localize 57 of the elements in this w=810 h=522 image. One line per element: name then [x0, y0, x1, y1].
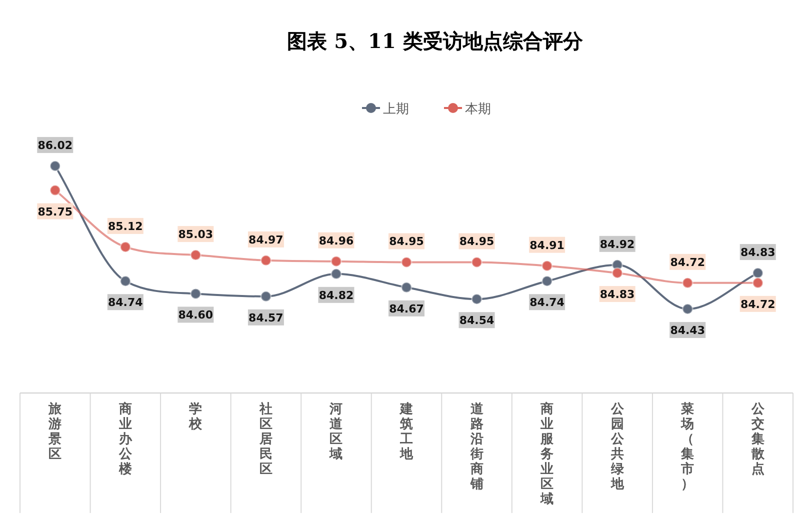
data-label: 84.95: [459, 235, 494, 248]
x-tick-label: 学校: [188, 402, 204, 432]
point: [471, 256, 483, 268]
point: [120, 241, 132, 253]
data-label: 84.57: [248, 311, 284, 324]
x-tick-label: 商业服务业区域: [540, 401, 555, 507]
point: [541, 260, 553, 272]
data-label: 84.83: [600, 288, 635, 302]
x-tick-label: 公园公共绿地: [610, 402, 625, 492]
data-label: 84.72: [740, 298, 776, 311]
data-label: 84.54: [459, 314, 495, 328]
data-label: 84.67: [389, 302, 424, 316]
data-label: 84.74: [530, 296, 565, 310]
x-tick-label: 道路沿街商铺: [469, 402, 484, 492]
point: [190, 288, 202, 300]
point: [682, 277, 694, 289]
point: [260, 290, 272, 302]
data-label: 86.02: [38, 139, 73, 152]
point: [330, 256, 342, 268]
chart-title: 图表 5、11 类受访地点综合评分: [287, 29, 584, 53]
data-label: 84.43: [670, 324, 705, 337]
x-tick-label: 河道区域: [328, 402, 344, 462]
point: [49, 184, 61, 196]
data-label: 84.92: [600, 238, 635, 251]
x-tick-label: 旅游景区: [48, 401, 63, 462]
point: [330, 268, 342, 280]
point: [752, 267, 764, 279]
data-label: 84.96: [318, 234, 354, 248]
data-label: 84.83: [740, 246, 776, 260]
point: [752, 277, 764, 289]
data-label: 84.95: [389, 235, 424, 248]
legend-label: 本期: [465, 102, 491, 117]
data-label: 84.91: [530, 238, 564, 252]
x-tick-label: 建筑工地: [399, 402, 414, 462]
data-label: 84.74: [108, 296, 144, 310]
data-label: 85.75: [38, 205, 73, 218]
data-label: 84.72: [670, 256, 705, 269]
point: [120, 275, 132, 287]
point: [190, 249, 202, 261]
data-label: 85.03: [178, 228, 214, 242]
point: [260, 254, 272, 266]
point: [49, 160, 61, 172]
x-tick-label: 商业办公楼: [118, 401, 133, 477]
point: [612, 267, 624, 279]
data-label: 84.82: [318, 288, 354, 302]
point: [400, 282, 412, 294]
data-label: 84.97: [248, 233, 284, 246]
point: [541, 275, 553, 287]
legend-label: 上期: [383, 102, 409, 117]
x-tick-label: 菜场（集市）: [680, 402, 694, 492]
point: [682, 303, 694, 315]
data-label: 84.60: [178, 308, 214, 322]
point: [471, 293, 483, 305]
x-tick-label: 公交集散点: [750, 402, 766, 477]
point: [400, 256, 412, 268]
x-tick-label: 社区居民区: [258, 401, 272, 477]
data-label: 85.12: [108, 220, 143, 233]
